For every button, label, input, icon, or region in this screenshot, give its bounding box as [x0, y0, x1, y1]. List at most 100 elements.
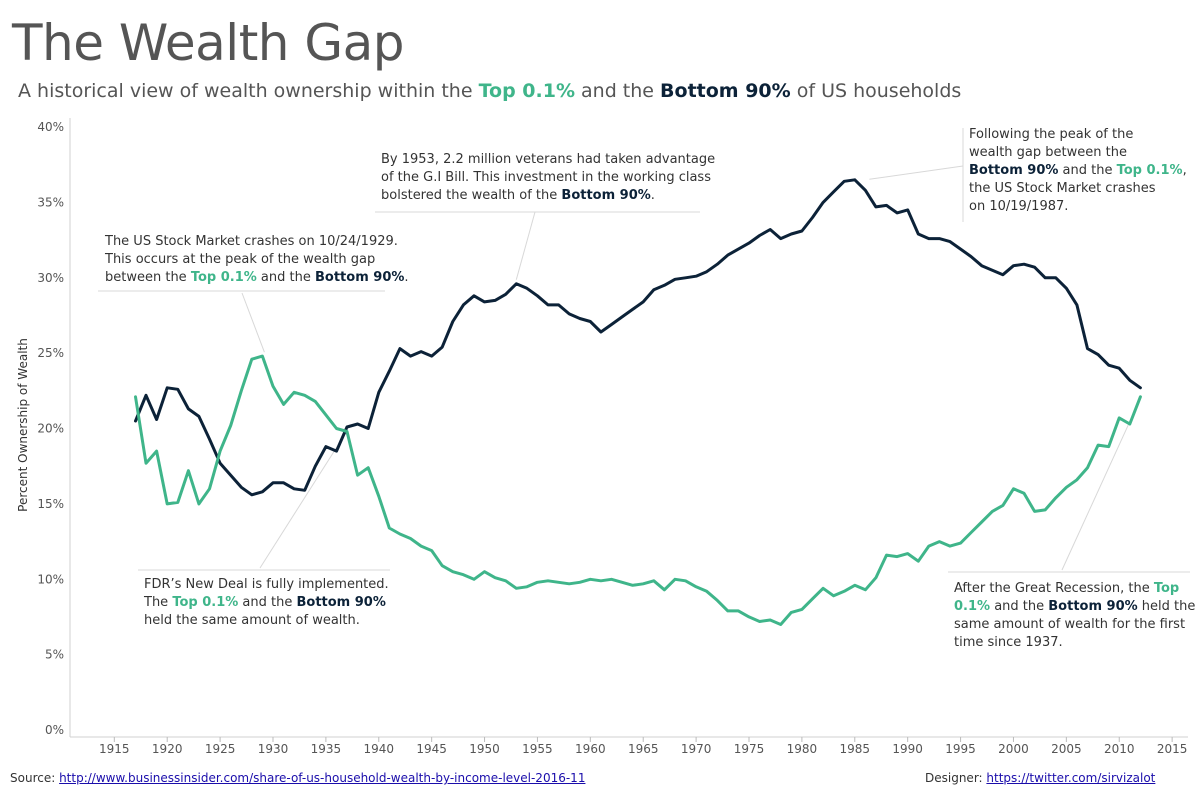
- y-tick-label: 10%: [37, 572, 64, 586]
- annotation-1987-bottom: Bottom 90%: [969, 163, 1059, 178]
- annotation-fdr-line1: FDR’s New Deal is fully implemented.: [144, 577, 389, 592]
- y-tick-label: 15%: [37, 497, 64, 511]
- x-tick-label: 1955: [522, 742, 553, 756]
- x-tick-label: 1925: [205, 742, 236, 756]
- annotation-1929-line3-pre: between the: [105, 270, 191, 285]
- x-tick-label: 2005: [1051, 742, 1082, 756]
- x-tick-label: 1930: [258, 742, 289, 756]
- subtitle-top-label: Top 0.1%: [478, 80, 575, 102]
- annotation-2012-leader: [1061, 402, 1139, 571]
- series-line-top-0-1[interactable]: [134, 354, 1142, 626]
- annotation-1953-line3-pre: bolstered the wealth of the: [381, 188, 562, 203]
- subtitle-bottom-label: Bottom 90%: [660, 80, 791, 102]
- x-tick-label: 2015: [1157, 742, 1188, 756]
- x-tick-label: 1950: [469, 742, 500, 756]
- annotation-1929-mid: and the: [256, 270, 315, 285]
- annotation-great-recession: After the Great Recession, the Top 0.1% …: [954, 580, 1195, 652]
- annotation-1987-line4: the US Stock Market crashes: [969, 181, 1156, 196]
- annotation-1929-crash: The US Stock Market crashes on 10/24/192…: [105, 233, 409, 287]
- subtitle-prefix: A historical view of wealth ownership wi…: [18, 80, 479, 102]
- annotation-1953-bottom: Bottom 90%: [561, 188, 651, 203]
- source-link[interactable]: http://www.businessinsider.com/share-of-…: [59, 771, 586, 785]
- annotation-1929-leader: [241, 292, 265, 353]
- annotation-fdr-line2: The Top 0.1% and the Bottom 90%: [144, 594, 389, 612]
- annotation-1987-line3: Bottom 90% and the Top 0.1%,: [969, 162, 1187, 180]
- y-axis-label: Percent Ownership of Wealth: [16, 338, 30, 512]
- chart-series: [134, 178, 1142, 626]
- y-tick-label: 5%: [45, 648, 64, 662]
- annotation-2012-bottom: Bottom 90%: [1048, 599, 1138, 614]
- x-tick-label: 1960: [575, 742, 606, 756]
- x-tick-label: 1975: [734, 742, 765, 756]
- annotation-2012-line1-pre: After the Great Recession, the: [954, 581, 1154, 596]
- annotation-1987-line2: wealth gap between the: [969, 145, 1127, 160]
- annotation-1987-leader: [869, 165, 964, 180]
- y-tick-label: 25%: [37, 346, 64, 360]
- x-tick-label: 1980: [787, 742, 818, 756]
- annotation-1929-line3: between the Top 0.1% and the Bottom 90%.: [105, 269, 409, 287]
- annotation-2012-top2: 0.1%: [954, 599, 991, 614]
- footer-source-label: Source:: [10, 771, 60, 785]
- annotation-1929-end: .: [404, 270, 409, 285]
- chart-subtitle: A historical view of wealth ownership wi…: [18, 80, 961, 102]
- y-tick-label: 40%: [37, 120, 64, 134]
- x-tick-label: 1935: [311, 742, 342, 756]
- annotation-1987-line5: on 10/19/1987.: [969, 199, 1069, 214]
- annotation-1929-line2: This occurs at the peak of the wealth ga…: [105, 252, 376, 267]
- x-tick-label: 1915: [99, 742, 130, 756]
- x-tick-label: 2000: [998, 742, 1029, 756]
- x-tick-label: 2010: [1104, 742, 1135, 756]
- designer-link[interactable]: https://twitter.com/sirvizalot: [986, 771, 1156, 785]
- x-tick-label: 1965: [628, 742, 659, 756]
- x-tick-label: 1970: [681, 742, 712, 756]
- y-tick-label: 20%: [37, 422, 64, 436]
- x-tick-label: 1985: [840, 742, 871, 756]
- annotation-fdr-bottom: Bottom 90%: [296, 595, 386, 610]
- annotation-1929-top: Top 0.1%: [190, 270, 257, 285]
- annotation-1987-end: ,: [1182, 163, 1187, 178]
- annotation-fdr-new-deal: FDR’s New Deal is fully implemented. The…: [144, 576, 389, 630]
- annotation-1987-line1: Following the peak of the: [969, 127, 1134, 142]
- x-tick-label: 1920: [152, 742, 183, 756]
- annotation-fdr-leader: [259, 430, 348, 569]
- annotation-leaders: [98, 128, 1190, 573]
- footer-designer-label: Designer:: [925, 771, 987, 785]
- annotation-2012-top1: Top: [1153, 581, 1180, 596]
- annotation-fdr-line3: held the same amount of wealth.: [144, 613, 360, 628]
- annotation-1953-gi-bill: By 1953, 2.2 million veterans had taken …: [381, 151, 715, 205]
- annotation-1953-line2: of the G.I Bill. This investment in the …: [381, 170, 711, 185]
- subtitle-middle: and the: [574, 80, 661, 102]
- annotation-1953-end: .: [650, 188, 655, 203]
- y-tick-label: 0%: [45, 723, 64, 737]
- annotation-2012-line1: After the Great Recession, the Top: [954, 580, 1195, 598]
- annotation-1929-line1: The US Stock Market crashes on 10/24/192…: [105, 234, 398, 249]
- annotation-fdr-top: Top 0.1%: [172, 595, 239, 610]
- annotation-2012-line4: time since 1937.: [954, 635, 1063, 650]
- chart-axes: 0% 5% 10% 15% 20% 25% 30% 35% 40% 1915 1920 1925 193…: [37, 118, 1188, 756]
- annotation-2012-mid: and the: [990, 599, 1049, 614]
- annotation-2012-mid2: held the: [1137, 599, 1196, 614]
- annotation-1929-bottom: Bottom 90%: [315, 270, 405, 285]
- annotation-fdr-mid: and the: [238, 595, 297, 610]
- annotation-1953-line3: bolstered the wealth of the Bottom 90%.: [381, 187, 715, 205]
- annotation-1953-line1: By 1953, 2.2 million veterans had taken …: [381, 152, 716, 167]
- annotation-1987-crash: Following the peak of the wealth gap bet…: [969, 126, 1187, 216]
- subtitle-suffix: of US households: [790, 80, 962, 102]
- x-tick-label: 1990: [892, 742, 923, 756]
- x-tick-label: 1945: [416, 742, 447, 756]
- chart-title: The Wealth Gap: [12, 14, 405, 72]
- series-line-bottom-90[interactable]: [134, 178, 1142, 497]
- annotation-1987-mid: and the: [1058, 163, 1117, 178]
- footer-designer: Designer: https://twitter.com/sirvizalot: [925, 771, 1155, 785]
- annotation-2012-line3: same amount of wealth for the first: [954, 617, 1186, 632]
- x-tick-label: 1995: [945, 742, 976, 756]
- annotation-fdr-line2-pre: The: [144, 595, 173, 610]
- annotation-1953-leader: [515, 211, 536, 280]
- y-tick-label: 30%: [37, 271, 64, 285]
- y-tick-label: 35%: [37, 195, 64, 209]
- annotation-2012-line2: 0.1% and the Bottom 90% held the: [954, 598, 1195, 616]
- x-tick-label: 1940: [363, 742, 394, 756]
- annotation-1987-top: Top 0.1%: [1116, 163, 1183, 178]
- footer-source: Source: http://www.businessinsider.com/s…: [10, 771, 585, 785]
